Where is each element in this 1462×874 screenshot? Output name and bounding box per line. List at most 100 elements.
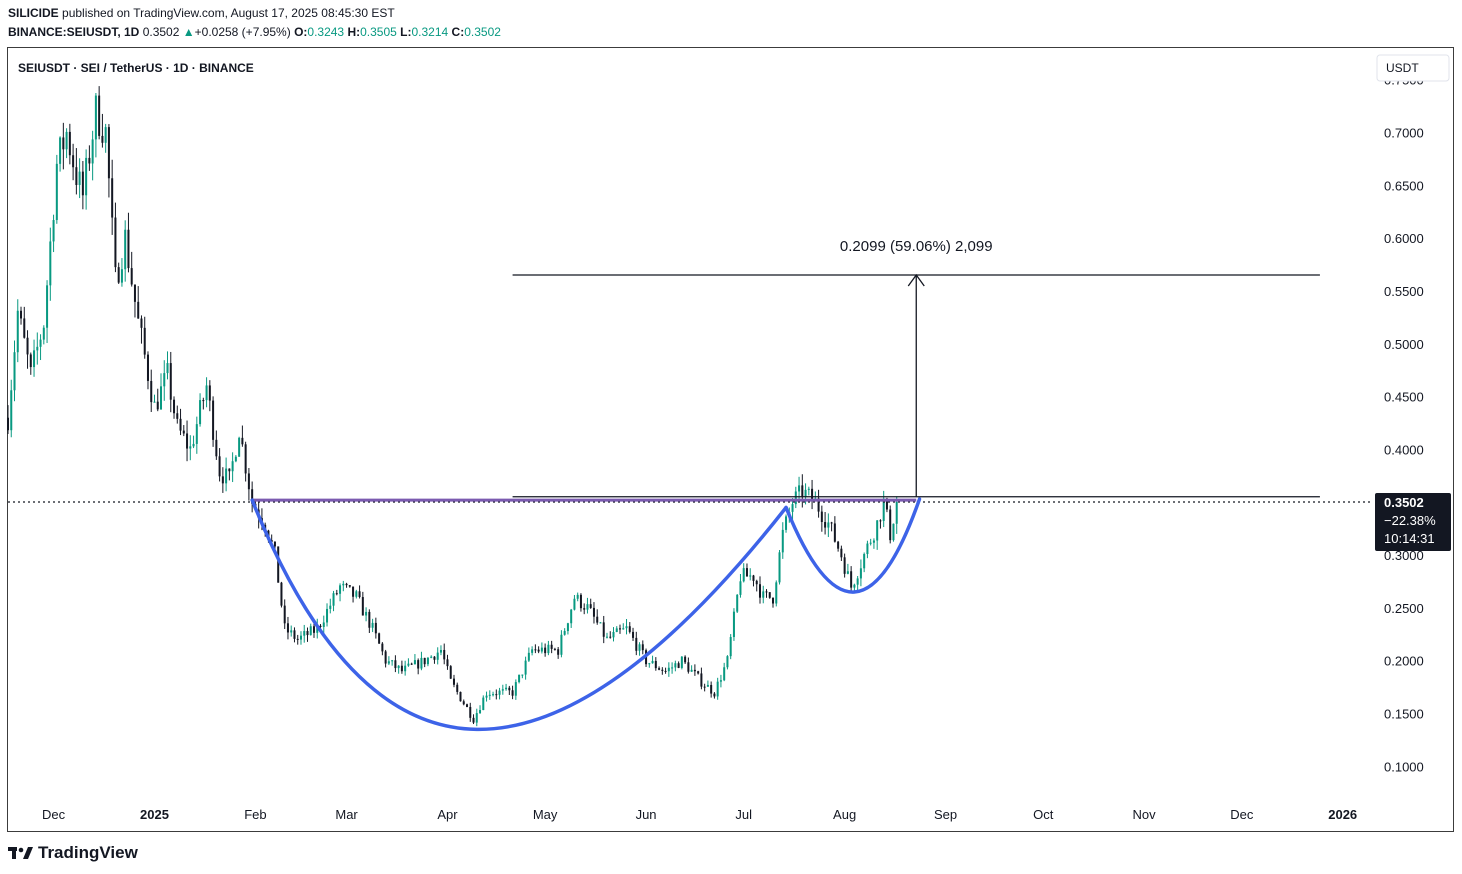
candle-body — [785, 516, 788, 530]
open-value: 0.3243 — [307, 25, 345, 39]
candle — [182, 425, 185, 437]
candle — [326, 603, 329, 627]
candle — [853, 583, 856, 592]
footer-brand-label[interactable]: TradingView — [38, 843, 138, 862]
candle-body — [677, 663, 680, 668]
cup-curve — [250, 498, 788, 732]
symbol-info: BINANCE:SEIUSDT, 1D 0.3502 ▲+0.0258 (+7.… — [8, 25, 501, 39]
currency-button[interactable]: USDT — [1376, 54, 1450, 82]
candle-body — [596, 616, 599, 623]
close-label: C: — [451, 25, 465, 39]
candle — [387, 656, 390, 666]
y-tick-label: 0.6500 — [1384, 178, 1424, 193]
candle-body — [130, 268, 133, 285]
candle-body — [397, 665, 400, 669]
candle-body — [674, 663, 677, 668]
candle — [745, 563, 748, 577]
candle-body — [791, 504, 794, 512]
x-tick-label: Dec — [1230, 807, 1254, 822]
candle — [840, 545, 843, 561]
candle-body — [853, 584, 856, 588]
candle-body — [26, 337, 29, 355]
candle-body — [807, 488, 810, 490]
x-tick-label: Sep — [934, 807, 957, 822]
candle-body — [762, 591, 765, 598]
candle-body — [303, 631, 306, 636]
candle — [726, 655, 729, 670]
candle — [622, 623, 625, 630]
candle-body — [322, 622, 325, 627]
candle — [449, 665, 452, 680]
candle-body — [316, 625, 319, 633]
candle — [798, 476, 801, 503]
candle-body — [290, 630, 293, 633]
price-tag-price: 0.3502 — [1384, 495, 1424, 510]
candle — [664, 667, 667, 674]
candle — [169, 351, 172, 413]
candle — [485, 691, 488, 702]
chart-frame — [7, 47, 1454, 832]
candle — [322, 615, 325, 633]
candle — [475, 708, 478, 727]
candle-body — [850, 571, 853, 588]
candle-body — [609, 636, 612, 638]
candle-body — [163, 373, 166, 387]
candle — [111, 159, 114, 235]
candle — [628, 622, 631, 634]
candle-body — [169, 363, 172, 400]
candle-body — [374, 622, 377, 634]
currency-button-label[interactable]: USDT — [1386, 61, 1419, 75]
candle-body — [671, 667, 674, 669]
handle-curve — [784, 497, 922, 594]
candle — [283, 599, 286, 630]
candle-body — [192, 443, 195, 447]
candle — [544, 643, 547, 657]
candle — [192, 435, 195, 449]
candle-body — [599, 622, 602, 624]
footer-brand[interactable]: TradingView — [8, 843, 138, 863]
candle — [404, 660, 407, 676]
candle — [472, 714, 475, 725]
candle-body — [391, 660, 394, 662]
candle-body — [124, 229, 127, 270]
candle — [397, 665, 400, 674]
candle-body — [827, 522, 830, 528]
candle-body — [381, 643, 384, 652]
open-label: O: — [294, 25, 308, 39]
candle-body — [228, 468, 231, 472]
candle-body — [863, 554, 866, 569]
candle — [133, 284, 136, 318]
candle — [807, 486, 810, 496]
candle-body — [641, 644, 644, 651]
candle-body — [648, 663, 651, 665]
candle — [749, 568, 752, 581]
candle-body — [433, 656, 436, 660]
candle-body — [895, 502, 898, 524]
candle — [706, 680, 709, 687]
candle-body — [817, 498, 820, 512]
candle — [570, 608, 573, 628]
candle-body — [732, 611, 735, 638]
candle-body — [612, 631, 615, 638]
candle — [417, 658, 420, 675]
candle — [124, 220, 127, 282]
candle — [654, 657, 657, 671]
candle — [557, 647, 560, 659]
candle — [573, 595, 576, 611]
candle — [732, 608, 735, 641]
candle-body — [36, 346, 39, 351]
candle-body — [654, 660, 657, 669]
candle-body — [726, 656, 729, 668]
candle-body — [107, 127, 110, 179]
candle — [615, 626, 618, 633]
candle — [137, 286, 140, 319]
candle-body — [159, 386, 163, 410]
candle-body — [566, 623, 569, 632]
candle — [10, 379, 13, 438]
candle-body — [221, 476, 224, 484]
candle-body — [186, 433, 189, 449]
candle-body — [446, 659, 449, 667]
candle-body — [306, 631, 309, 636]
candle — [251, 481, 254, 513]
